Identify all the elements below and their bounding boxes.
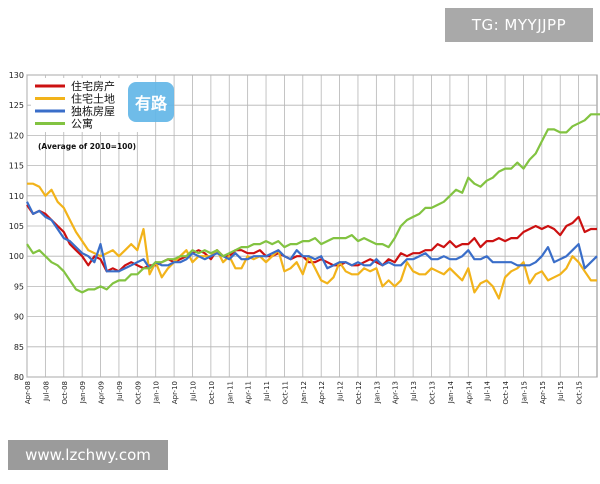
y-tick-label: 130	[9, 71, 24, 80]
x-tick-label: Oct-09	[134, 381, 142, 405]
x-tick-label: Apr-12	[318, 381, 326, 404]
logo-badge: 有路	[128, 82, 174, 122]
legend-label-2: 独栋房屋	[71, 104, 115, 118]
x-tick-label: Oct-08	[61, 381, 69, 405]
y-tick-label: 85	[14, 343, 24, 352]
x-tick-label: Oct-13	[429, 381, 437, 405]
legend-label-1: 住宅土地	[71, 92, 115, 106]
y-tick-label: 90	[14, 313, 24, 322]
y-tick-label: 95	[14, 282, 24, 291]
y-tick-label: 110	[9, 192, 24, 201]
x-tick-label: Jul-12	[337, 381, 345, 402]
y-tick-label: 120	[9, 131, 24, 140]
x-tick-label: Apr-11	[245, 381, 253, 404]
x-tick-label: Oct-12	[355, 381, 363, 405]
x-tick-label: Jan-09	[79, 381, 87, 404]
x-tick-label: Apr-14	[465, 380, 473, 404]
x-tick-label: Apr-10	[171, 381, 179, 404]
x-tick-label: Jul-14	[484, 380, 492, 401]
x-tick-label: Apr-13	[392, 381, 400, 404]
watermark-top: TG: MYYJJPP	[445, 8, 593, 42]
x-tick-label: Oct-14	[502, 380, 510, 404]
series-line-2	[26, 201, 598, 273]
y-tick-label: 80	[14, 373, 24, 382]
x-tick-label: Jul-09	[116, 381, 124, 402]
x-tick-label: Jul-13	[410, 381, 418, 402]
x-tick-label: Apr-08	[24, 381, 32, 404]
legend-label-0: 住宅房产	[71, 79, 115, 93]
x-tick-label: Jan-14	[447, 380, 455, 404]
y-tick-label: 100	[9, 252, 24, 261]
x-tick-label: Jul-15	[557, 381, 565, 402]
x-tick-label: Jan-13	[373, 381, 381, 404]
legend-label-3: 公寓	[71, 117, 93, 131]
series-line-1	[27, 182, 597, 300]
x-tick-label: Jul-10	[189, 381, 197, 402]
watermark-bottom: www.lzchwy.com	[8, 440, 168, 470]
y-tick-label: 105	[9, 222, 24, 231]
x-tick-label: Oct-10	[208, 381, 216, 405]
x-tick-label: Jan-15	[520, 381, 528, 404]
x-tick-label: Oct-11	[281, 381, 289, 405]
y-tick-label: 125	[9, 101, 24, 110]
x-tick-label: Jul-08	[42, 381, 50, 402]
x-tick-label: Apr-15	[539, 381, 547, 404]
x-tick-label: Jan-11	[226, 381, 234, 404]
chart-note: (Average of 2010=100)	[38, 142, 136, 151]
x-tick-label: Jan-10	[153, 381, 161, 404]
x-tick-label: Jul-11	[263, 381, 271, 402]
series-line-3	[26, 113, 600, 294]
x-tick-label: Jan-12	[300, 381, 308, 404]
x-tick-label: Apr-09	[98, 381, 106, 404]
y-tick-label: 115	[9, 162, 24, 171]
x-tick-label: Oct-15	[576, 381, 584, 405]
